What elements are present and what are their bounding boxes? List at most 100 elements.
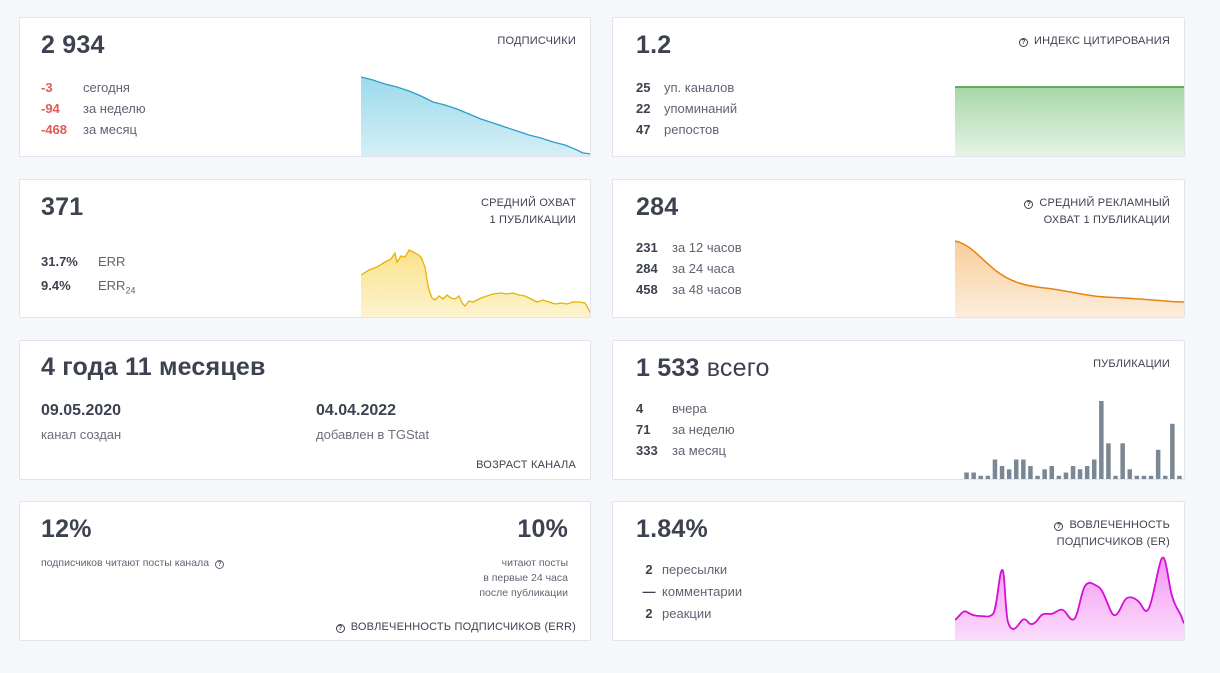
stat-label: за неделю (672, 422, 735, 437)
reach-card[interactable]: 371 СРЕДНИЙ ОХВАТ 1 ПУБЛИКАЦИИ 31.7% ERR 9… (19, 179, 591, 318)
help-icon[interactable]: ? (1019, 38, 1029, 47)
ad-reach-stats: 231 за 12 часов 284 за 24 часа 458 за 48 ча… (636, 237, 742, 300)
citation-area (955, 87, 1184, 156)
stat-row: 25 уп. каналов (636, 77, 737, 98)
ad-reach-caption-text: СРЕДНИЙ РЕКЛАМНЫЙ (1039, 197, 1170, 209)
er-caption-text: ВОВЛЕЧЕННОСТЬ (1069, 519, 1170, 531)
stat-row: 71 за неделю (636, 419, 735, 440)
stat-row: 22 упоминаний (636, 98, 737, 119)
reach-caption-line: СРЕДНИЙ ОХВАТ (480, 197, 576, 209)
stat-row: 2 реакции (636, 603, 742, 625)
publication-bar (1021, 459, 1026, 479)
stat-value: 47 (636, 122, 651, 137)
stat-value: 31.7% (41, 254, 78, 269)
stat-row: 284 за 24 часа (636, 258, 742, 279)
reach-line (361, 249, 590, 314)
stat-row: 2 пересылки (636, 559, 742, 581)
subscribers-card[interactable]: 2 934 ПОДПИСЧИКИ -3 сегодня -94 за неделю … (19, 17, 591, 157)
publication-bar (1084, 466, 1090, 479)
stat-row: 31.7% ERR (41, 250, 135, 274)
publication-bar (1127, 469, 1132, 479)
reach-caption-line: 1 ПУБЛИКАЦИИ (489, 214, 576, 226)
stat-value: 25 (636, 80, 651, 95)
publication-bar (1099, 401, 1104, 479)
err24-subscript: 24 (125, 285, 136, 296)
err-left-label[interactable]: подписчиков читают посты канала? (41, 556, 225, 571)
stat-row: -468 за месяц (41, 119, 146, 140)
subscribers-sparkline (361, 76, 590, 156)
citation-index-value: 1.2 (636, 31, 672, 59)
publication-bar (1028, 466, 1033, 479)
publication-bar (1177, 475, 1182, 479)
stat-row: — комментарии (636, 581, 743, 603)
channel-age-value: 4 года 11 месяцев (41, 353, 266, 381)
publication-bar (971, 472, 976, 479)
publication-bar (1070, 466, 1076, 479)
er-card[interactable]: 1.84% ? ВОВЛЕЧЕННОСТЬ ПОДПИСЧИКОВ (ER) 2 пе… (612, 501, 1185, 641)
help-icon[interactable]: ? (215, 560, 225, 569)
stat-value: 333 (636, 443, 658, 458)
citation-caption-text: ИНДЕКС ЦИТИРОВАНИЯ (1034, 35, 1170, 47)
er-sparkline (955, 556, 1184, 640)
channel-age-card[interactable]: 4 года 11 месяцев 09.05.2020 канал созда… (19, 340, 591, 480)
citation-card[interactable]: 1.2 ? ИНДЕКС ЦИТИРОВАНИЯ 25 уп. каналов 22… (612, 17, 1185, 157)
stat-row: 231 за 12 часов (636, 237, 742, 258)
er-caption-line: ПОДПИСЧИКОВ (ER) (1056, 536, 1170, 548)
help-icon[interactable]: ? (1024, 200, 1034, 209)
publication-bar (985, 475, 991, 479)
stat-value: 2 (645, 562, 653, 577)
stat-value: 2 (645, 606, 653, 621)
publication-bar (1035, 475, 1040, 479)
subscribers-stats: -3 сегодня -94 за неделю -468 за месяц (41, 77, 146, 140)
err-left-value: 12% (41, 515, 92, 543)
subscribers-line (361, 76, 590, 155)
er-caption-line: ? ВОВЛЕЧЕННОСТЬ (1054, 517, 1170, 534)
publication-bar (1092, 459, 1097, 479)
publication-bar (1014, 459, 1019, 479)
stat-value: — (642, 584, 656, 599)
err-caption-text: ВОВЛЕЧЕННОСТЬ ПОДПИСЧИКОВ (ERR) (350, 621, 576, 633)
publication-bar (1120, 443, 1125, 479)
reach-value: 371 (41, 193, 84, 221)
publication-bar (1134, 475, 1140, 479)
publication-bar (1113, 475, 1118, 479)
er-area (955, 557, 1184, 640)
err-card[interactable]: 12% подписчиков читают посты канала? 10%… (19, 501, 591, 641)
publication-bar (999, 466, 1005, 479)
stat-label: репостов (664, 122, 720, 137)
stat-label: ERR24 (98, 274, 135, 303)
stat-label: ERR (98, 254, 126, 269)
stat-label: уп. каналов (664, 80, 735, 95)
publication-bar (1006, 469, 1012, 479)
reach-caption: СРЕДНИЙ ОХВАТ 1 ПУБЛИКАЦИИ (481, 195, 576, 229)
help-icon[interactable]: ? (335, 624, 345, 633)
publication-bar (1170, 423, 1175, 479)
ad-reach-caption[interactable]: ? СРЕДНИЙ РЕКЛАМНЫЙ ОХВАТ 1 ПУБЛИКАЦИИ (1024, 195, 1170, 229)
err-right-value: 10% (517, 515, 568, 543)
citation-stats: 25 уп. каналов 22 упоминаний 47 репостов (636, 77, 737, 140)
publication-bar (1063, 472, 1069, 479)
stat-row: -94 за неделю (41, 98, 146, 119)
ad-reach-line (955, 240, 1184, 303)
er-caption[interactable]: ? ВОВЛЕЧЕННОСТЬ ПОДПИСЧИКОВ (ER) (1054, 517, 1170, 551)
stat-label: комментарии (662, 584, 743, 599)
reach-area (361, 250, 590, 317)
err24-label: ERR (98, 278, 126, 293)
stat-row: 4 вчера (636, 398, 735, 419)
stat-value: -3 (41, 80, 53, 95)
er-value: 1.84% (636, 515, 708, 543)
publication-bar (964, 472, 969, 479)
citation-caption[interactable]: ? ИНДЕКС ЦИТИРОВАНИЯ (1019, 33, 1170, 50)
stat-label: за месяц (83, 122, 137, 137)
publication-bar (1077, 469, 1083, 479)
stat-row: 333 за месяц (636, 440, 735, 461)
stat-value: 284 (636, 261, 658, 276)
err-left-label-text: подписчиков читают посты канала (41, 557, 210, 569)
ad-reach-card[interactable]: 284 ? СРЕДНИЙ РЕКЛАМНЫЙ ОХВАТ 1 ПУБЛИКАЦИИ… (612, 179, 1185, 318)
err-caption[interactable]: ? ВОВЛЕЧЕННОСТЬ ПОДПИСЧИКОВ (ERR) (335, 619, 576, 636)
publication-bar (1042, 469, 1047, 479)
publications-card[interactable]: 1 533 всего ПУБЛИКАЦИИ 4 вчера 71 за недел… (612, 340, 1185, 480)
help-icon[interactable]: ? (1054, 522, 1064, 531)
added-date: 04.04.2022 (316, 402, 397, 419)
ad-reach-caption-line: ОХВАТ 1 ПУБЛИКАЦИИ (1043, 214, 1170, 226)
